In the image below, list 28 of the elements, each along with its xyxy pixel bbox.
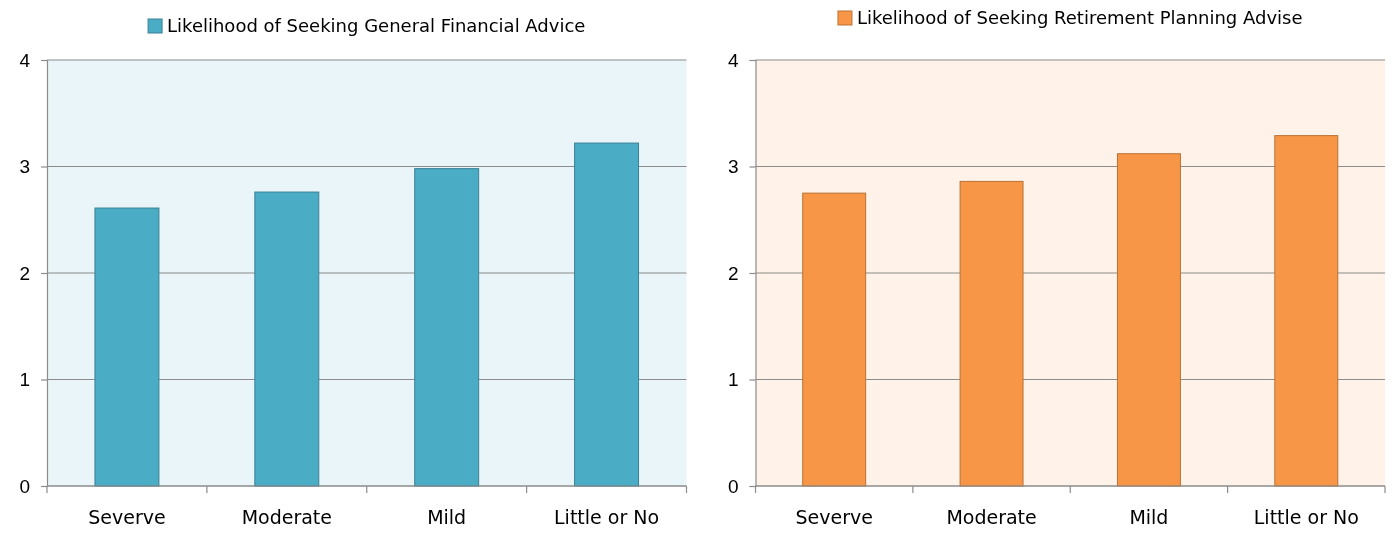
legend-label: Likelihood of Seeking Retirement Planning Advise <box>856 7 1303 28</box>
bar <box>1116 153 1181 487</box>
x-tick-label: Little or No <box>1253 506 1359 528</box>
y-tick-label: 0 <box>727 475 739 497</box>
x-tick-label: Severve <box>795 506 873 528</box>
y-tick-label: 4 <box>19 49 31 71</box>
y-tick-label: 3 <box>19 156 30 178</box>
bar <box>94 207 160 487</box>
bar <box>414 168 480 487</box>
y-tick-label: 2 <box>19 262 30 284</box>
y-tick-label: 1 <box>19 369 30 391</box>
y-tick-label: 2 <box>727 262 739 284</box>
legend-label: Likelihood of Seeking General Financial Advice <box>167 15 586 36</box>
y-tick-label: 1 <box>727 369 739 391</box>
bar <box>574 142 640 487</box>
bar <box>802 192 867 487</box>
x-tick-label: Moderate <box>241 506 332 528</box>
y-tick-label: 3 <box>727 156 739 178</box>
bar <box>254 191 320 487</box>
x-tick-label: Little or No <box>554 506 660 528</box>
x-tick-label: Severve <box>88 506 166 528</box>
bar <box>1274 135 1339 487</box>
x-tick-label: Mild <box>427 506 467 528</box>
y-tick-label: 0 <box>19 475 30 497</box>
x-tick-label: Moderate <box>946 506 1037 528</box>
bar <box>959 180 1024 487</box>
x-tick-label: Mild <box>1129 506 1169 528</box>
y-tick-label: 4 <box>727 49 739 71</box>
